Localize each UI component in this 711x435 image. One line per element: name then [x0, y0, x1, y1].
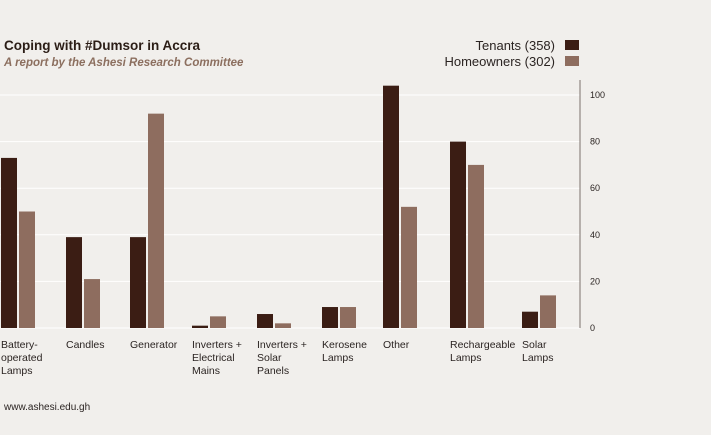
- x-category-label: Generator: [130, 339, 178, 351]
- footer-url: www.ashesi.edu.gh: [3, 402, 90, 413]
- bar-homeowners: [84, 279, 100, 328]
- bar-homeowners: [275, 323, 291, 328]
- bar-homeowners: [340, 307, 356, 328]
- y-tick-label: 40: [590, 230, 600, 240]
- bar-tenants: [1, 157, 17, 328]
- bar-tenants: [522, 311, 538, 328]
- y-tick-label: 0: [590, 323, 595, 333]
- bar-tenants: [383, 85, 399, 329]
- y-axis-ticks: 0 20 40 60 80 100: [590, 90, 605, 333]
- chart-subtitle: A report by the Ashesi Research Committe…: [3, 57, 244, 69]
- x-category-label: Rechargeable Lamps: [450, 339, 516, 364]
- x-category-label: Other: [383, 339, 410, 351]
- bar-homeowners: [19, 211, 35, 328]
- bar-tenants: [192, 325, 208, 328]
- bar-tenants: [450, 141, 466, 328]
- chart-title: Coping with #Dumsor in Accra: [4, 38, 201, 53]
- bar-tenants: [66, 237, 82, 328]
- bar-homeowners: [468, 164, 484, 328]
- bars: [1, 85, 556, 329]
- x-category-label: Candles: [66, 339, 105, 351]
- bar-tenants: [322, 307, 338, 328]
- legend-swatch-homeowners: [565, 56, 579, 66]
- bar-tenants: [257, 314, 273, 328]
- legend: Tenants (358) Homeowners (302): [444, 38, 579, 69]
- y-tick-label: 60: [590, 183, 600, 193]
- x-category-label: Kerosene Lamps: [322, 339, 367, 364]
- x-axis-categories: Battery-operated Lamps Candles Generator Inv…: [1, 339, 554, 377]
- x-category-label: Inverters + Electrical Mains: [192, 339, 242, 377]
- y-tick-label: 80: [590, 137, 600, 147]
- legend-swatch-tenants: [565, 40, 579, 50]
- y-tick-label: 20: [590, 276, 600, 286]
- x-category-label: Solar Lamps: [522, 339, 554, 364]
- x-category-label: Inverters + Solar Panels: [257, 339, 307, 377]
- x-category-label: Battery-operated Lamps: [1, 339, 43, 377]
- bar-homeowners: [401, 206, 417, 328]
- bar-homeowners: [148, 113, 164, 328]
- legend-label-tenants: Tenants (358): [476, 38, 556, 53]
- bar-tenants: [130, 237, 146, 328]
- legend-label-homeowners: Homeowners (302): [444, 54, 555, 69]
- bar-homeowners: [540, 295, 556, 328]
- bar-homeowners: [210, 316, 226, 328]
- y-tick-label: 100: [590, 90, 605, 100]
